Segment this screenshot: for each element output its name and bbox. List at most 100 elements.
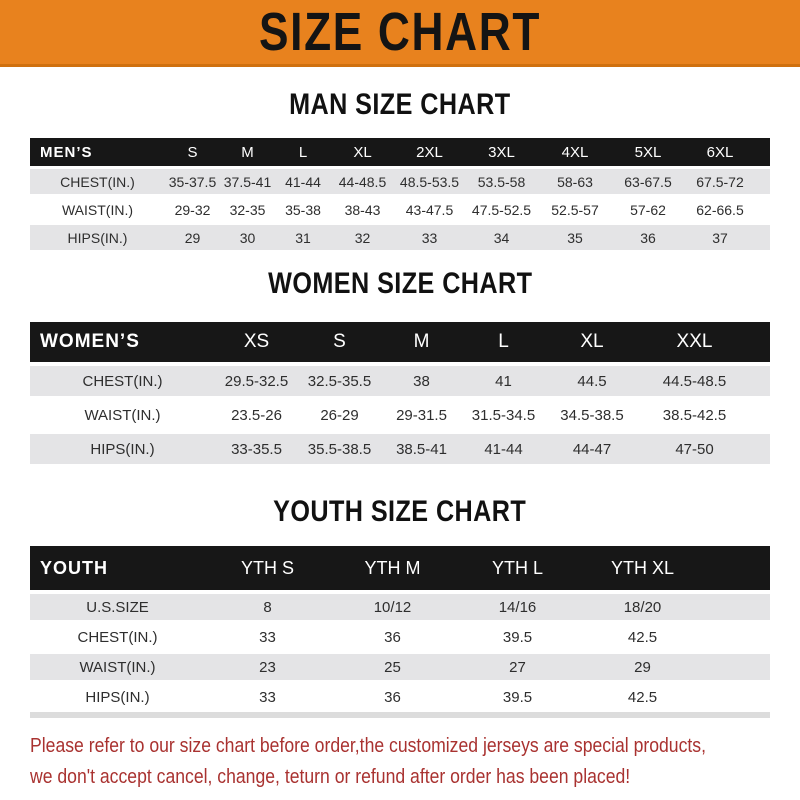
size-column-header: YTH S [240, 557, 294, 578]
size-value: 43-47.5 [405, 201, 454, 218]
size-value: 37.5-41 [223, 173, 272, 190]
size-value: 37 [712, 229, 728, 246]
size-value: 44-47 [572, 440, 612, 458]
size-value: 57-62 [630, 201, 666, 218]
row-label: U.S.SIZE [86, 598, 149, 616]
disclaimer-line-2: we don't accept cancel, change, teturn o… [30, 766, 631, 788]
size-value: 35-38 [285, 201, 321, 218]
size-value: 41 [495, 372, 512, 390]
size-value: 39.5 [502, 628, 533, 646]
size-value: 29-31.5 [396, 406, 447, 424]
size-value: 10/12 [373, 598, 412, 616]
size-value: 33 [421, 229, 438, 246]
size-value: 38.5-41 [396, 440, 447, 458]
size-column-header: YTH M [364, 557, 421, 578]
size-value: 29.5-32.5 [224, 372, 289, 390]
size-value: 29 [184, 229, 201, 246]
size-value: 29-32 [174, 201, 211, 218]
size-value: 36 [384, 688, 401, 706]
table-row: HIPS(IN.) 33 36 39.5 42.5 [30, 684, 770, 710]
size-value: 38 [413, 372, 430, 390]
size-value: 29 [634, 658, 651, 676]
size-column-header: 3XL [488, 143, 515, 161]
row-label: HIPS(IN.) [67, 229, 128, 246]
size-value: 63-67.5 [624, 173, 672, 190]
size-column-header: M [413, 331, 430, 352]
table-row: CHEST(IN.) 29.5-32.5 32.5-35.5 38 41 44.5 44.5… [30, 366, 770, 396]
size-column-header: 6XL [706, 143, 734, 161]
size-value: 26-29 [320, 406, 359, 424]
size-value: 44-48.5 [338, 173, 387, 190]
size-column-header: L [298, 143, 308, 161]
size-column-header: XL [580, 331, 604, 352]
size-value: 32.5-35.5 [307, 372, 372, 390]
size-value: 31.5-34.5 [471, 406, 536, 424]
size-value: 8 [263, 598, 272, 616]
size-value: 31 [295, 229, 311, 246]
size-value: 35-37.5 [168, 173, 217, 190]
table-bottom-border [30, 712, 770, 718]
size-value: 32 [354, 229, 371, 246]
table-name: MEN’S [40, 143, 93, 161]
size-value: 58-63 [557, 173, 593, 190]
table-row: WAIST(IN.) 23 25 27 29 [30, 654, 770, 680]
size-value: 34 [493, 229, 510, 246]
size-column-header: L [498, 331, 509, 352]
women-size-chart-title-text: WOMEN SIZE CHART [267, 267, 533, 300]
size-chart-banner: SIZE CHART [0, 0, 800, 67]
size-value: 62-66.5 [696, 201, 744, 218]
table-header-row: YOUTH YTH S YTH M YTH L YTH XL [30, 546, 770, 590]
size-value: 25 [384, 658, 401, 676]
size-value: 47-50 [675, 440, 714, 458]
size-column-header: XL [353, 143, 372, 161]
size-value: 52.5-57 [551, 201, 599, 218]
youth-size-table: YOUTH YTH S YTH M YTH L YTH XL U.S.SIZE 8 10/12… [30, 546, 770, 718]
size-value: 47.5-52.5 [471, 201, 532, 218]
man-size-chart-title-text: MAN SIZE CHART [289, 88, 511, 121]
row-label: CHEST(IN.) [77, 628, 158, 646]
women-size-chart-title: WOMEN SIZE CHART [0, 266, 800, 304]
youth-size-chart-title: YOUTH SIZE CHART [0, 494, 800, 532]
table-row: U.S.SIZE 8 10/12 14/16 18/20 [30, 594, 770, 620]
table-row: CHEST(IN.) 33 36 39.5 42.5 [30, 624, 770, 650]
row-label: CHEST(IN.) [82, 372, 163, 390]
size-value: 42.5 [627, 688, 658, 706]
size-chart-title: SIZE CHART [258, 2, 542, 62]
disclaimer-line-1: Please refer to our size chart before or… [30, 735, 706, 757]
size-value: 34.5-38.5 [560, 406, 624, 424]
row-label: HIPS(IN.) [85, 688, 150, 706]
size-column-header: XXL [676, 331, 713, 352]
size-value: 35 [567, 229, 583, 246]
table-row: CHEST(IN.) 35-37.5 37.5-41 41-44 44-48.5 48.5… [30, 169, 770, 194]
size-value: 41-44 [484, 440, 523, 458]
size-column-header: S [333, 331, 346, 352]
table-row: HIPS(IN.) 29 30 31 32 33 34 35 36 37 [30, 225, 770, 250]
size-value: 33 [259, 628, 276, 646]
row-label: WAIST(IN.) [84, 406, 161, 424]
order-disclaimer: Please refer to our size chart before or… [30, 731, 800, 793]
size-value: 38.5-42.5 [662, 406, 727, 424]
size-column-header: M [241, 143, 254, 161]
size-value: 38-43 [344, 201, 381, 218]
row-label: WAIST(IN.) [79, 658, 156, 676]
size-value: 23 [259, 658, 276, 676]
size-value: 33-35.5 [231, 440, 282, 458]
size-value: 36 [640, 229, 656, 246]
row-label: HIPS(IN.) [90, 440, 155, 458]
table-row: HIPS(IN.) 33-35.5 35.5-38.5 38.5-41 41-44 44-… [30, 434, 770, 464]
size-value: 35.5-38.5 [307, 440, 372, 458]
man-size-chart-title: MAN SIZE CHART [0, 87, 800, 125]
size-column-header: YTH XL [610, 557, 675, 578]
row-label: WAIST(IN.) [61, 201, 134, 218]
size-value: 36 [384, 628, 401, 646]
size-value: 27 [509, 658, 526, 676]
size-value: 30 [239, 229, 256, 246]
size-column-header: S [187, 143, 198, 161]
table-name: WOMEN’S [40, 331, 140, 352]
size-value: 42.5 [627, 628, 658, 646]
men-size-table: MEN’S S M L XL 2XL 3XL 4XL 5XL 6XL CHEST(IN.) 35-37… [30, 138, 770, 250]
size-column-header: 2XL [416, 143, 443, 161]
size-column-header: 5XL [634, 143, 662, 161]
size-value: 18/20 [623, 598, 662, 616]
size-column-header: YTH L [491, 557, 543, 578]
